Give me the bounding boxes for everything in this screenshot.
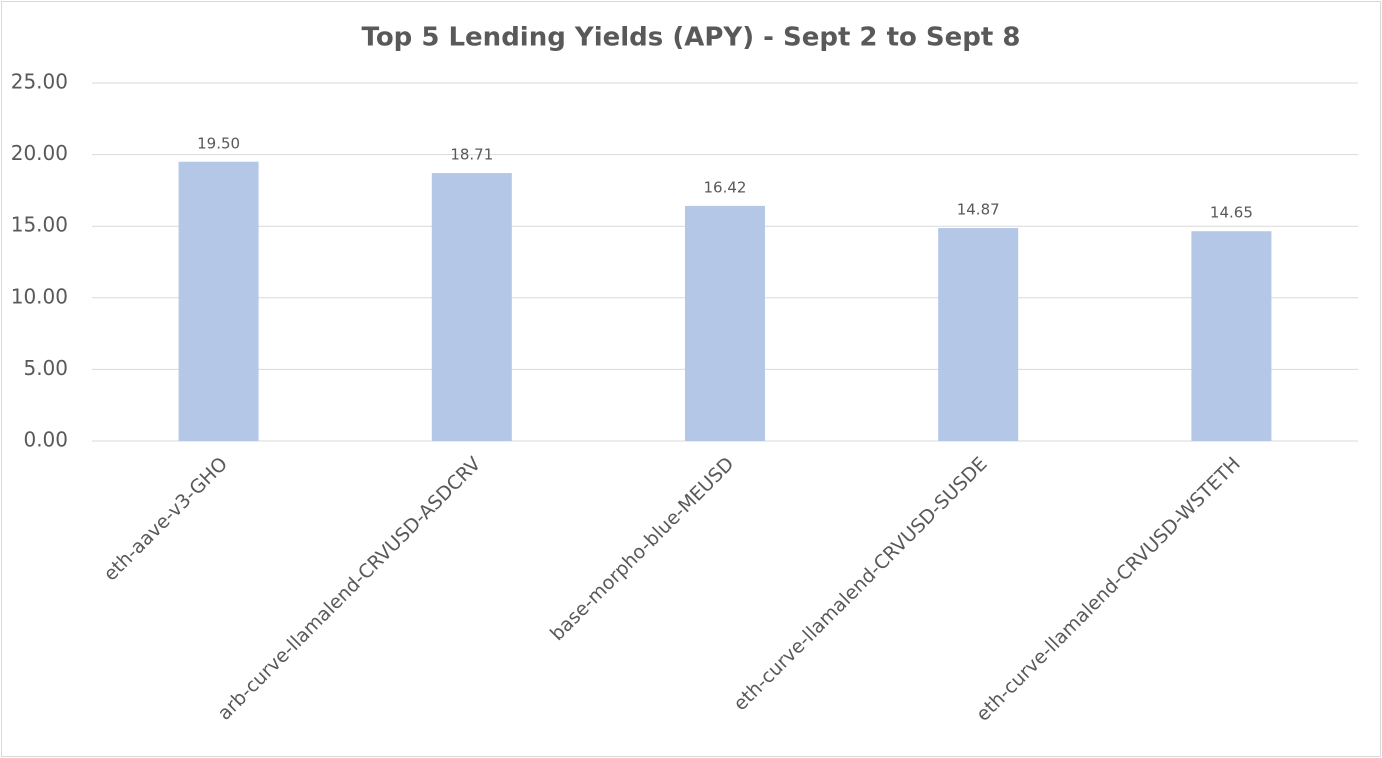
y-tick-label: 15.00 (11, 213, 68, 237)
data-label: 16.42 (704, 178, 747, 196)
data-label: 14.87 (957, 201, 1000, 219)
bar (1191, 231, 1272, 441)
y-tick-label: 0.00 (23, 428, 68, 452)
y-tick-label: 5.00 (23, 356, 68, 380)
y-tick-label: 20.00 (11, 141, 68, 165)
bar (685, 205, 765, 441)
bar (938, 228, 1019, 441)
data-label: 18.71 (450, 146, 493, 164)
y-tick-label: 25.00 (11, 70, 68, 94)
y-tick-label: 10.00 (11, 284, 68, 308)
data-label: 14.65 (1210, 204, 1253, 222)
bar (178, 161, 259, 441)
chart-title: Top 5 Lending Yields (APY) - Sept 2 to S… (362, 23, 1021, 53)
bar (431, 173, 512, 441)
data-label: 19.50 (197, 134, 240, 152)
